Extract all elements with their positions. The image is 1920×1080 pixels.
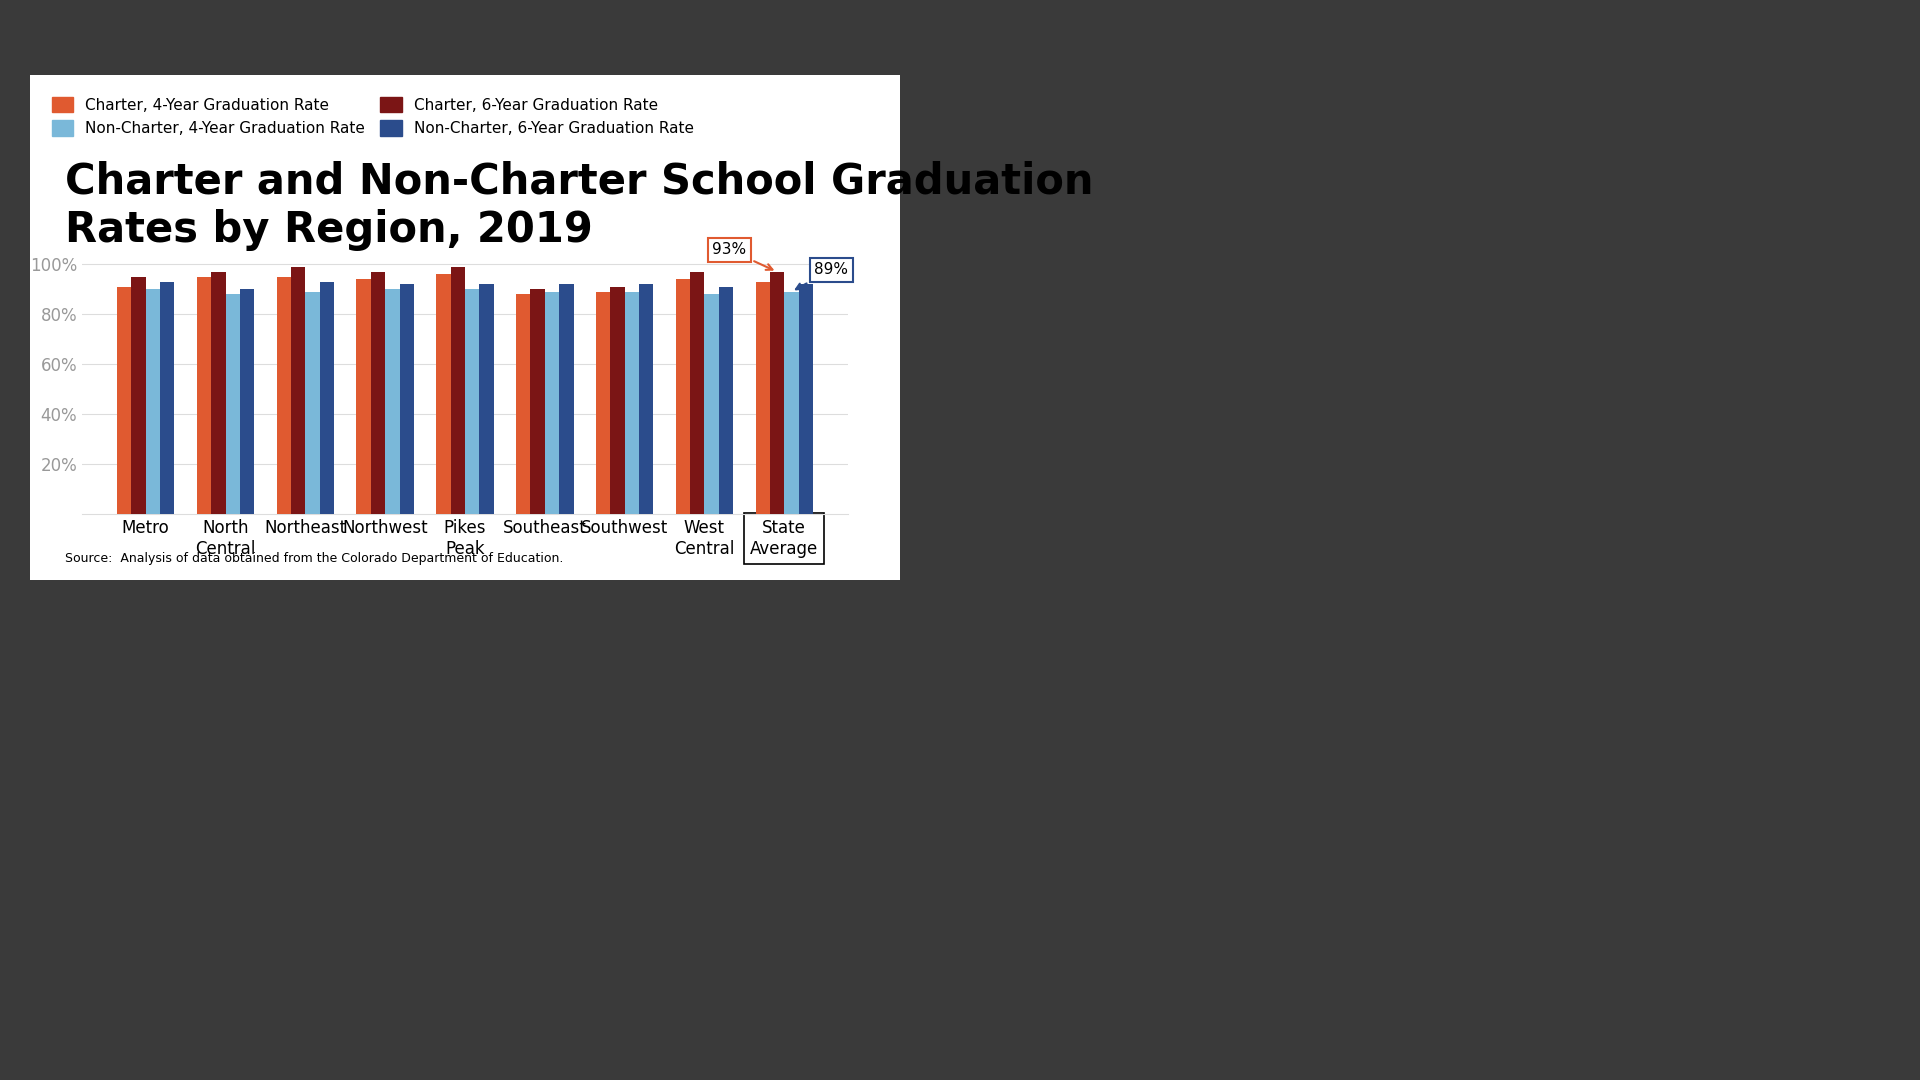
- Bar: [198, 276, 211, 514]
- Text: Charter and Non-Charter School Graduation
Rates by Region, 2019: Charter and Non-Charter School Graduatio…: [65, 161, 1092, 252]
- Bar: [211, 272, 225, 514]
- Bar: [436, 274, 451, 514]
- Bar: [718, 287, 733, 514]
- Bar: [159, 282, 175, 514]
- Bar: [595, 292, 611, 514]
- Bar: [465, 289, 480, 514]
- Bar: [624, 292, 639, 514]
- Bar: [357, 280, 371, 514]
- Text: 93%: 93%: [712, 242, 772, 270]
- Bar: [321, 282, 334, 514]
- Bar: [480, 284, 493, 514]
- Bar: [371, 272, 386, 514]
- Bar: [305, 292, 321, 514]
- Bar: [240, 289, 253, 514]
- Bar: [225, 294, 240, 514]
- Bar: [451, 267, 465, 514]
- Text: 89%: 89%: [797, 262, 849, 289]
- Bar: [516, 294, 530, 514]
- Bar: [783, 292, 799, 514]
- Bar: [530, 289, 545, 514]
- Bar: [559, 284, 574, 514]
- Bar: [639, 284, 653, 514]
- Bar: [386, 289, 399, 514]
- Bar: [756, 282, 770, 514]
- Legend: Charter, 4-Year Graduation Rate, Non-Charter, 4-Year Graduation Rate, Charter, 6: Charter, 4-Year Graduation Rate, Non-Cha…: [52, 96, 693, 136]
- Bar: [117, 287, 131, 514]
- Bar: [545, 292, 559, 514]
- Bar: [676, 280, 689, 514]
- Bar: [399, 284, 415, 514]
- Bar: [276, 276, 292, 514]
- Bar: [146, 289, 159, 514]
- Bar: [689, 272, 705, 514]
- Bar: [611, 287, 624, 514]
- Bar: [705, 294, 718, 514]
- Bar: [770, 272, 783, 514]
- Bar: [799, 284, 812, 514]
- Bar: [131, 276, 146, 514]
- Text: Source:  Analysis of data obtained from the Colorado Department of Education.: Source: Analysis of data obtained from t…: [65, 552, 563, 565]
- Bar: [292, 267, 305, 514]
